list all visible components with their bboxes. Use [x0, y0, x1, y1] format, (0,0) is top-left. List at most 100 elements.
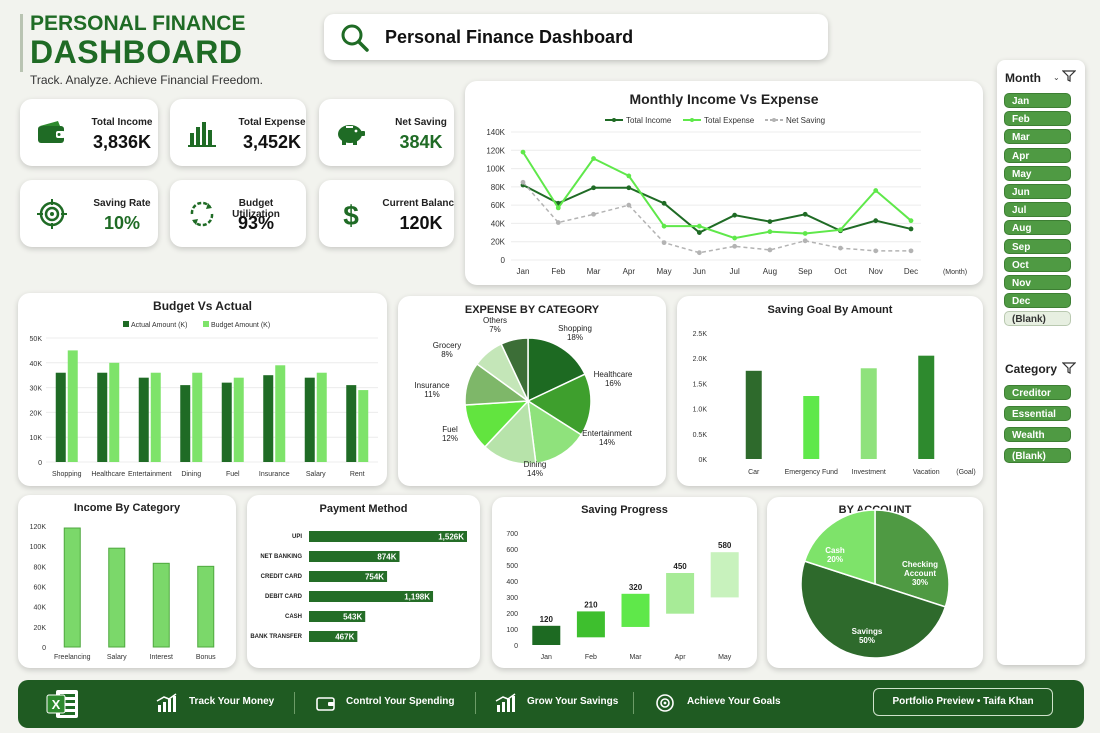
month-slicer-item[interactable]: Nov [1004, 275, 1071, 290]
bar-value-label: 320 [629, 583, 643, 592]
title-line-1: PERSONAL FINANCE [30, 12, 246, 35]
bar-actual [180, 385, 191, 462]
footer-divider [633, 692, 634, 714]
dollar-icon: $ [343, 200, 359, 230]
payment-method-card: Payment Method UPI 1,526K NET BANKING 874K C… [247, 495, 480, 668]
y-tick-label: NET BANKING [260, 554, 302, 560]
y-tick-label: 1.5K [693, 381, 708, 388]
sort-icon[interactable]: ⌄ [1053, 73, 1060, 82]
category-slicer-title: Category [1005, 362, 1058, 376]
slice-label: Checking Account [902, 560, 938, 578]
month-slicer-item[interactable]: (Blank) [1004, 311, 1071, 327]
pie-slice [874, 509, 950, 608]
payment-bar [309, 531, 467, 542]
month-slicer-item[interactable]: Jun [1004, 184, 1071, 199]
search-bar[interactable]: Personal Finance Dashboard [324, 14, 828, 60]
monthly-line-chart: 0 20K 40K 60K 80K 100K 120K 140K Jan Feb Mar Apr May… [486, 116, 967, 276]
slice-label: Savings [852, 627, 883, 636]
x-axis-label: (Goal) [956, 469, 975, 476]
y-tick-label: 20K [34, 625, 47, 632]
x-tick-label: Mar [629, 654, 642, 661]
x-tick-label: Jun [693, 267, 706, 276]
data-point [838, 245, 843, 251]
category-slicer-item[interactable]: Wealth [1004, 427, 1071, 442]
footer-divider [294, 692, 295, 714]
legend-swatch [123, 321, 129, 327]
slice-label: Shopping [558, 324, 592, 333]
data-point [767, 219, 773, 225]
month-slicer-item[interactable]: Feb [1004, 111, 1071, 127]
svg-text:$: $ [343, 200, 359, 230]
slice-label: Others [483, 316, 507, 325]
goal-bar [745, 370, 762, 459]
x-tick-label: Oct [834, 267, 847, 276]
data-point [838, 227, 843, 233]
month-slicer-item[interactable]: Oct [1004, 256, 1071, 272]
x-tick-label: Bonus [196, 654, 216, 661]
y-tick-label: 20K [30, 410, 43, 417]
data-point [908, 248, 914, 254]
data-point [873, 248, 879, 254]
filter-icon[interactable] [1062, 362, 1076, 374]
legend-marker [690, 118, 694, 122]
data-point [661, 223, 667, 229]
data-point [873, 188, 879, 193]
category-slicer-item[interactable]: Essential [1004, 406, 1071, 421]
expense-by-category-card: EXPENSE BY CATEGORY Shopping 18% Healthcar… [398, 296, 666, 486]
slice-label: Cash [825, 546, 845, 555]
bar-actual [346, 385, 357, 462]
refresh-icon [190, 201, 214, 227]
y-tick-label: 80K [491, 183, 506, 192]
kpi-value: 3,452K [242, 132, 302, 152]
series-line-0 [522, 184, 912, 234]
pie-slice [483, 399, 537, 465]
slice-label: Insurance [414, 381, 450, 390]
bar-value-label: 1,526K [438, 533, 464, 542]
slice-percent: 12% [442, 434, 458, 443]
y-tick-label: 80K [34, 564, 47, 571]
month-slicer-item[interactable]: Jul [1004, 202, 1071, 218]
x-tick-label: Mar [587, 267, 601, 276]
x-tick-label: May [718, 654, 732, 661]
month-slicer-item[interactable]: Jan [1004, 93, 1071, 108]
slice-label: Fuel [442, 425, 458, 434]
kpi-saving-rate: Saving Rate 10% [20, 180, 158, 247]
data-point [802, 238, 808, 244]
category-slicer-item[interactable]: Creditor [1004, 385, 1071, 400]
x-tick-label: Jul [730, 267, 740, 276]
data-point [661, 240, 667, 246]
y-tick-label: 0K [698, 457, 707, 464]
data-point [873, 218, 879, 224]
filter-icon[interactable] [1062, 70, 1076, 82]
x-tick-label: Interest [150, 654, 173, 661]
target-icon [37, 199, 67, 229]
income-by-category-card: Income By Category 0 20K 40K 60K 80K 100K 120K… [18, 495, 236, 668]
x-axis-label: (Month) [943, 269, 967, 276]
portfolio-preview-button[interactable]: Portfolio Preview • Taifa Khan [873, 688, 1053, 716]
month-slicer-item[interactable]: May [1004, 165, 1071, 181]
budget-vs-actual-card: Budget Vs Actual 0 10K 20K 30K 40K 50K Actual … [18, 293, 387, 486]
bar-budget [275, 365, 286, 462]
x-tick-label: Freelancing [54, 654, 91, 661]
x-tick-label: Aug [763, 267, 777, 276]
series-line-1 [522, 151, 912, 240]
chart-title: Saving Progress [581, 504, 668, 516]
slice-percent: 30% [912, 578, 928, 587]
month-slicer-item[interactable]: Aug [1004, 220, 1071, 236]
month-slicer-item[interactable]: Dec [1004, 293, 1071, 309]
month-slicer-item[interactable]: Sep [1004, 238, 1071, 254]
slice-percent: 18% [567, 333, 583, 342]
month-slicer-item[interactable]: Apr [1004, 147, 1071, 163]
data-point [626, 173, 632, 179]
slice-percent: 7% [489, 325, 501, 334]
y-tick-label: 100K [30, 544, 47, 551]
chart-title: Income By Category [73, 502, 181, 514]
month-slicer-item[interactable]: Mar [1004, 129, 1071, 145]
y-tick-label: 100 [506, 627, 518, 634]
legend-swatch [203, 321, 209, 327]
kpi-label: Budget Utilization [232, 198, 280, 220]
slice-percent: 50% [859, 636, 875, 645]
y-tick-label: 0.5K [693, 432, 708, 439]
category-slicer-item[interactable]: (Blank) [1004, 448, 1071, 463]
kpi-value: 3,836K [92, 132, 152, 152]
